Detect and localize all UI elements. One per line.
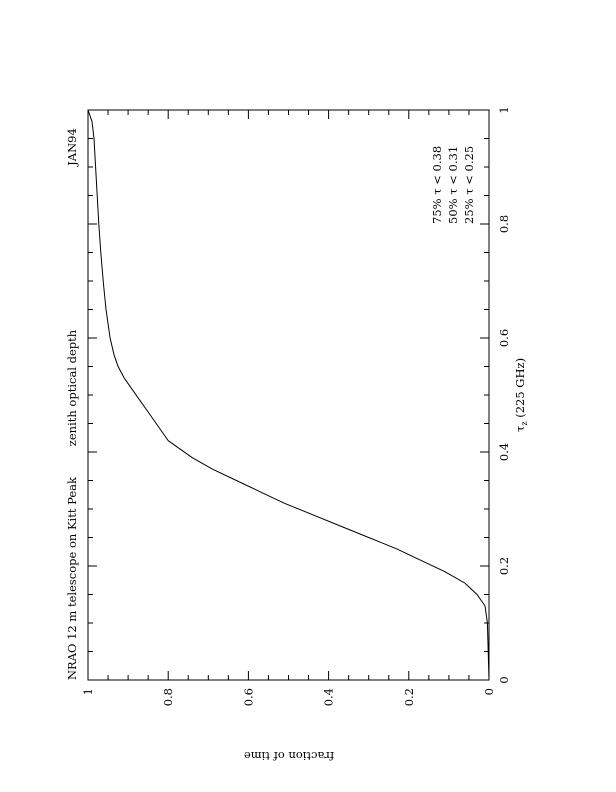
x-axis-unit: (225 GHz) — [513, 358, 527, 418]
x-tick-label: 0.6 — [497, 329, 511, 347]
series-line — [87, 109, 490, 681]
annotation-50: 50% τ < 0.31 — [446, 146, 460, 224]
chart-subtitle: zenith optical depth — [65, 329, 79, 446]
y-tick-label: 1 — [81, 688, 95, 695]
annotation-25: 25% τ < 0.25 — [462, 146, 476, 224]
x-tick-label: 0.8 — [497, 215, 511, 233]
x-tick-label: 0.4 — [497, 443, 511, 461]
x-axis-subscript: z — [520, 421, 529, 425]
y-axis-label: fraction of time — [244, 749, 334, 763]
axis-ticks — [87, 109, 490, 681]
y-tick-label: 0 — [482, 688, 496, 695]
x-tick-label: 1 — [497, 106, 511, 113]
x-axis-symbol: τ — [513, 426, 527, 432]
chart-title: NRAO 12 m telescope on Kitt Peak — [65, 476, 79, 680]
plot-frame — [87, 109, 490, 681]
period-label: JAN94 — [65, 128, 79, 167]
y-tick-label: 0.6 — [241, 688, 255, 706]
y-tick-label: 0.4 — [322, 688, 336, 706]
annotation-75: 75% τ < 0.38 — [430, 146, 444, 224]
x-tick-label: 0 — [497, 676, 511, 683]
x-axis-label: τz (225 GHz) — [513, 358, 529, 432]
x-tick-label: 0.2 — [497, 557, 511, 575]
y-tick-label: 0.8 — [161, 688, 175, 706]
tick-labels: 0 0.2 0.4 0.6 0.8 1 0 0.2 0.4 0.6 0.8 1 — [81, 106, 511, 706]
y-tick-label: 0.2 — [402, 688, 416, 706]
